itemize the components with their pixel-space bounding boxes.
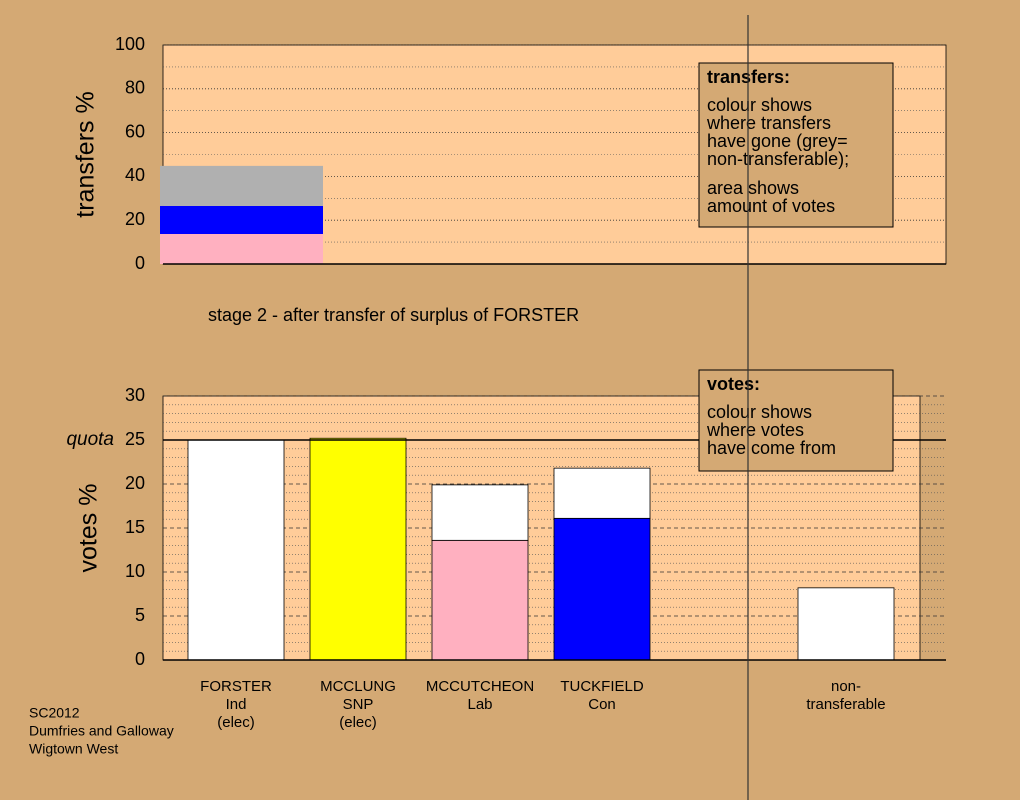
footer-text: Dumfries and Galloway — [29, 723, 174, 739]
annotation-text: have come from — [707, 438, 836, 458]
x-tick-label: Ind — [226, 696, 247, 713]
y-tick-label: 0 — [135, 253, 145, 273]
y-tick-label: 15 — [125, 517, 145, 537]
y-tick-label: 10 — [125, 561, 145, 581]
x-tick-label: MCCLUNG — [320, 678, 396, 695]
y-axis-label: transfers % — [72, 91, 100, 217]
y-tick-label: 60 — [125, 121, 145, 141]
bar-segment — [187, 439, 285, 661]
y-tick-label: 20 — [125, 473, 145, 493]
y-axis-label: votes % — [75, 484, 103, 573]
x-tick-label: Con — [588, 696, 616, 713]
x-tick-label: (elec) — [217, 714, 255, 731]
y-tick-label: 80 — [125, 78, 145, 98]
y-tick-label: 5 — [135, 605, 145, 625]
annotation-text: colour shows — [707, 402, 812, 422]
x-tick-label: FORSTER — [200, 678, 272, 695]
x-tick-label: TUCKFIELD — [560, 678, 644, 695]
footer-text: SC2012 — [29, 705, 80, 721]
bar-segment — [431, 484, 529, 541]
annotation-text: non-transferable); — [707, 149, 849, 169]
annotation-text: where votes — [706, 420, 804, 440]
bar-segment — [160, 165, 323, 206]
quota-label: quota — [66, 429, 114, 450]
annotation-text: amount of votes — [707, 196, 835, 216]
annotation-box — [698, 62, 894, 228]
y-tick-label: 0 — [135, 649, 145, 669]
x-tick-label: MCCUTCHEON — [426, 678, 534, 695]
bar-segment — [160, 233, 323, 264]
y-tick-label: 25 — [125, 429, 145, 449]
y-tick-label: 30 — [125, 385, 145, 405]
annotation-text: where transfers — [706, 113, 831, 133]
bar-segment — [309, 437, 407, 661]
bar-segment — [160, 205, 323, 234]
x-tick-label: (elec) — [339, 714, 377, 731]
bar-segment — [553, 517, 651, 661]
x-tick-label: SNP — [343, 696, 374, 713]
footer-text: Wigtown West — [29, 741, 118, 757]
bar-segment — [431, 539, 529, 661]
bar-segment — [797, 587, 895, 661]
annotation-title: votes: — [707, 374, 760, 394]
annotation-text: colour shows — [707, 95, 812, 115]
y-tick-label: 40 — [125, 165, 145, 185]
y-tick-label: 20 — [125, 209, 145, 229]
y-tick-label: 100 — [115, 34, 145, 54]
x-tick-label: non- — [831, 678, 861, 695]
caption: stage 2 - after transfer of surplus of F… — [208, 305, 579, 325]
annotation-text: area shows — [707, 178, 799, 198]
bar-segment — [553, 467, 651, 519]
x-tick-label: transferable — [806, 696, 885, 713]
annotation-box — [698, 369, 894, 472]
annotation-text: have gone (grey= — [707, 131, 848, 151]
x-tick-label: Lab — [467, 696, 492, 713]
